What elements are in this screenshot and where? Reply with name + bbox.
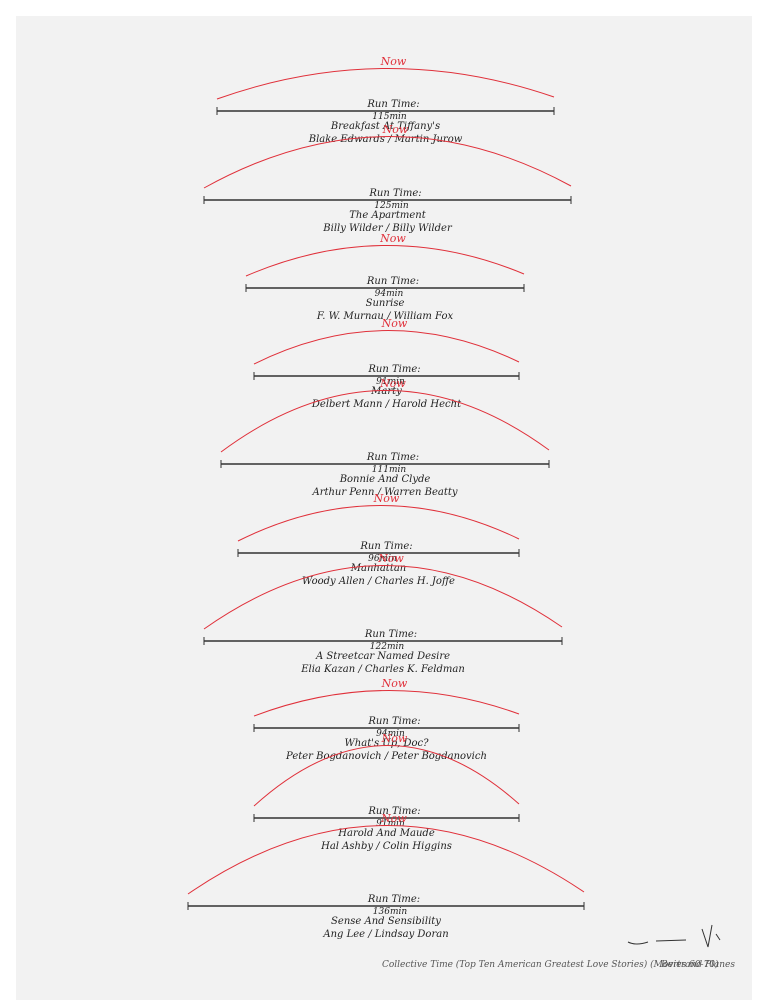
minutes: 94min — [375, 289, 404, 299]
time-arc — [237, 505, 520, 542]
run-time-label: Run Time: — [367, 806, 420, 817]
film-credits: Billy Wilder / Billy Wilder — [322, 223, 453, 234]
signature: Bertrand Planes — [660, 960, 735, 970]
film-title: Sunrise — [366, 298, 405, 309]
film-title: A Streetcar Named Desire — [315, 651, 450, 662]
run-time-label: Run Time: — [366, 452, 419, 463]
film-credits: Ang Lee / Lindsay Doran — [322, 929, 448, 940]
time-arc — [203, 136, 572, 189]
run-time-label: Run Time: — [367, 716, 420, 727]
film-title: The Apartment — [349, 210, 426, 221]
film-title: What's Up, Doc? — [345, 738, 430, 749]
run-time-label: Run Time: — [359, 541, 412, 552]
time-arc — [220, 390, 550, 453]
now-label: Now — [381, 317, 408, 330]
run-time-label: Run Time: — [367, 364, 420, 375]
film-credits: Woody Allen / Charles H. Joffe — [302, 576, 455, 587]
minutes: 91min — [376, 377, 405, 387]
time-arc — [245, 245, 525, 277]
run-time-label: Run Time: — [367, 894, 420, 905]
time-arc — [253, 690, 520, 717]
now-label: Now — [379, 377, 406, 390]
film-credits: Arthur Penn / Warren Beatty — [311, 487, 457, 498]
minutes: 125min — [374, 201, 409, 211]
minutes: 91min — [376, 819, 405, 829]
time-arc — [216, 68, 555, 100]
run-time-label: Run Time: — [364, 629, 417, 640]
time-arc — [253, 745, 520, 807]
run-time-label: Run Time: — [366, 276, 419, 287]
minutes: 122min — [370, 642, 405, 652]
sheet: Collective Time (Top Ten American Greate… — [16, 16, 752, 1000]
now-label: Now — [379, 232, 406, 245]
minutes: 94min — [376, 729, 405, 739]
film-title: Bonnie And Clyde — [339, 474, 431, 485]
now-label: Now — [380, 812, 407, 825]
run-time-label: Run Time: — [368, 188, 421, 199]
film-credits: Delbert Mann / Harold Hecht — [311, 399, 462, 410]
film-title: Manhattan — [350, 563, 406, 574]
now-label: Now — [381, 677, 408, 690]
film-title: Sense And Sensibility — [331, 916, 441, 927]
now-label: Now — [381, 732, 408, 745]
now-label: Now — [380, 55, 407, 68]
film-title: Breakfast At Tiffany's — [330, 121, 440, 132]
minutes: 115min — [372, 112, 407, 122]
film-credits: Hal Ashby / Colin Higgins — [320, 841, 452, 852]
drawing: Collective Time (Top Ten American Greate… — [187, 55, 735, 970]
minutes: 136min — [373, 907, 408, 917]
now-label: Now — [382, 123, 409, 136]
film-title: Marty — [370, 386, 402, 397]
film-title: Harold And Maude — [337, 828, 435, 839]
run-time-label: Run Time: — [366, 99, 419, 110]
time-arc — [253, 330, 520, 365]
time-arc — [187, 825, 585, 895]
now-label: Now — [377, 552, 404, 565]
film-credits: Peter Bogdanovich / Peter Bogdanovich — [285, 751, 487, 762]
scribble — [627, 924, 721, 948]
film-credits: Elia Kazan / Charles K. Feldman — [300, 664, 465, 675]
time-arc — [203, 565, 563, 630]
now-label: Now — [373, 492, 400, 505]
minutes: 111min — [372, 465, 407, 475]
minutes: 96min — [368, 554, 397, 564]
film-credits: Blake Edwards / Martin Jurow — [308, 134, 463, 145]
caption: Collective Time (Top Ten American Greate… — [382, 959, 719, 970]
film-credits: F. W. Murnau / William Fox — [316, 311, 454, 322]
